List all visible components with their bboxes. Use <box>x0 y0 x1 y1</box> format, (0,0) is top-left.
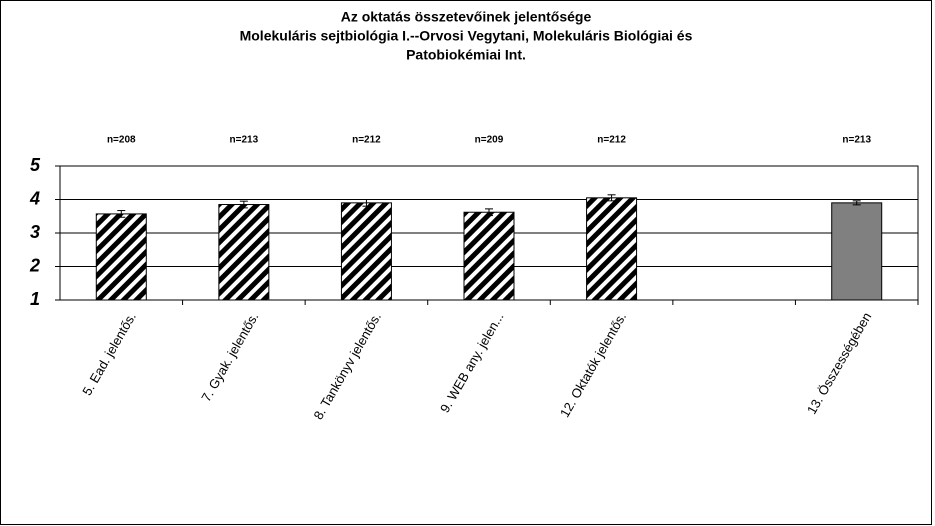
y-tick-label: 5 <box>30 155 41 175</box>
y-tick-label: 1 <box>30 289 40 309</box>
chart-title: Molekuláris sejtbiológia I.--Orvosi Vegy… <box>240 28 693 44</box>
y-tick-label: 4 <box>29 188 40 208</box>
y-tick-label: 3 <box>30 222 40 242</box>
bar <box>831 202 883 301</box>
y-tick-label: 2 <box>29 255 40 275</box>
bar <box>95 213 147 301</box>
bar <box>586 197 638 301</box>
chart-title: Az oktatás összetevőinek jelentősége <box>341 9 592 25</box>
bar <box>463 211 515 301</box>
n-label: n=208 <box>107 135 136 146</box>
n-label: n=212 <box>352 135 381 146</box>
chart-title: Patobiokémiai Int. <box>406 47 526 63</box>
n-label: n=209 <box>475 135 504 146</box>
n-label: n=213 <box>842 135 871 146</box>
n-label: n=213 <box>230 135 259 146</box>
n-label: n=212 <box>597 135 626 146</box>
bar <box>218 204 270 301</box>
bar <box>340 202 392 301</box>
